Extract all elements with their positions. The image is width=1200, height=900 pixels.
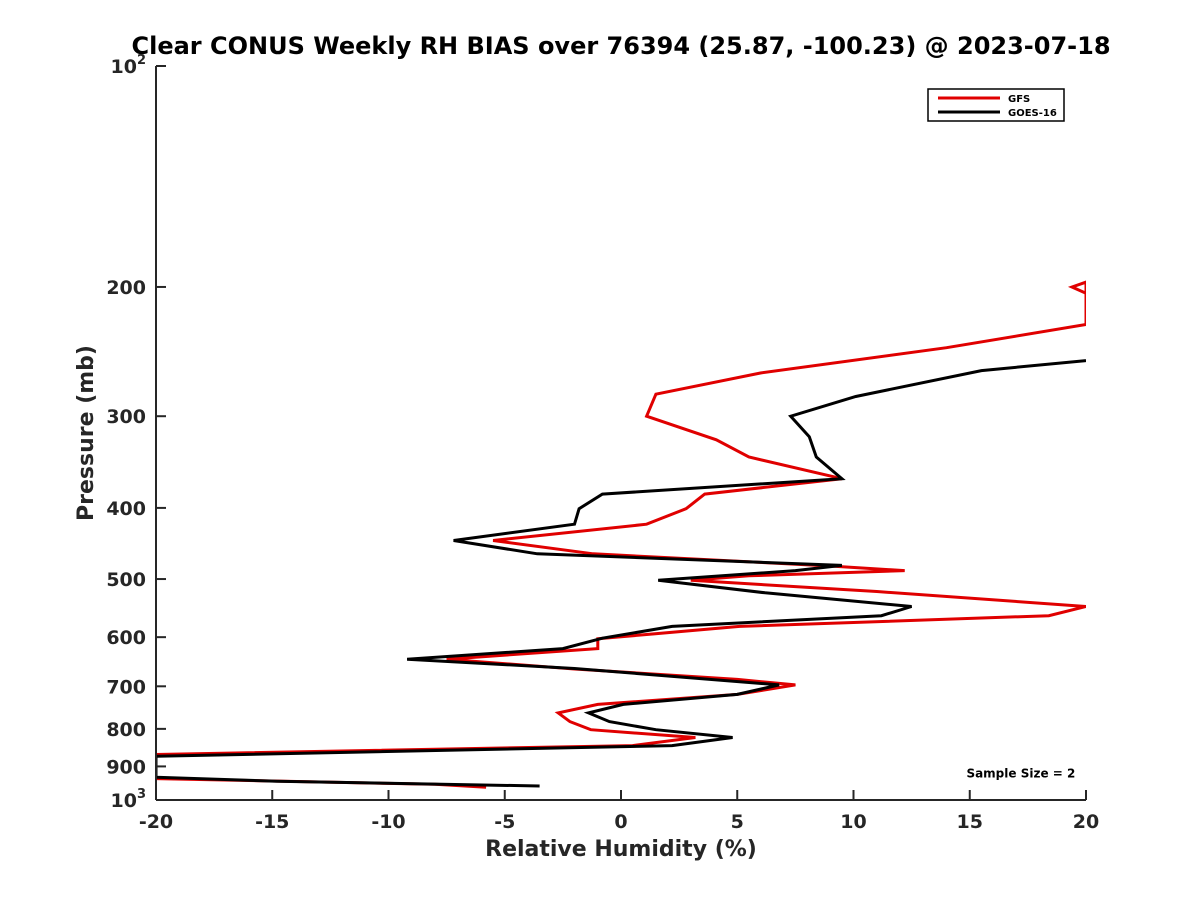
series-line-goes-16 <box>156 359 1086 788</box>
series-line-gfs <box>156 280 1086 789</box>
legend-entry-label: GOES-16 <box>1008 108 1057 119</box>
y-tick-label: 900 <box>106 756 146 778</box>
x-tick-label: 20 <box>1073 811 1099 833</box>
plot-area <box>156 280 1086 789</box>
x-tick-label: -15 <box>255 811 289 833</box>
x-axis-ticks: -20 -15 -10 -5 0 5 10 15 20 <box>139 790 1099 833</box>
sample-size-annotation: Sample Size = 2 <box>966 766 1075 780</box>
y-tick-label: 600 <box>106 627 146 649</box>
legend: GFS GOES-16 <box>927 88 1065 122</box>
y-tick-label: 400 <box>106 498 146 520</box>
y-tick-label: 102 <box>111 53 147 78</box>
annotations: Sample Size = 2 <box>966 766 1075 780</box>
y-tick-label: 300 <box>106 406 146 428</box>
x-tick-label: 10 <box>840 811 866 833</box>
x-tick-label: -20 <box>139 811 173 833</box>
y-tick-label: 500 <box>106 569 146 591</box>
x-tick-label: 5 <box>731 811 744 833</box>
y-tick-label: 700 <box>106 676 146 698</box>
y-tick-label: 800 <box>106 719 146 741</box>
legend-box <box>927 88 1065 122</box>
y-tick-label: 200 <box>106 277 146 299</box>
chart-title: Clear CONUS Weekly RH BIAS over 76394 (2… <box>131 32 1110 60</box>
y-axis-label: Pressure (mb) <box>74 345 99 521</box>
x-axis-label: Relative Humidity (%) <box>485 837 757 862</box>
y-tick-label: 103 <box>111 787 147 812</box>
x-tick-label: 15 <box>957 811 983 833</box>
y-axis-ticks: 102 200 300 400 500 600 700 800 900 103 <box>106 53 166 812</box>
legend-entry-label: GFS <box>1008 94 1030 105</box>
x-tick-label: 0 <box>614 811 627 833</box>
x-tick-label: -10 <box>371 811 405 833</box>
x-tick-label: -5 <box>494 811 515 833</box>
